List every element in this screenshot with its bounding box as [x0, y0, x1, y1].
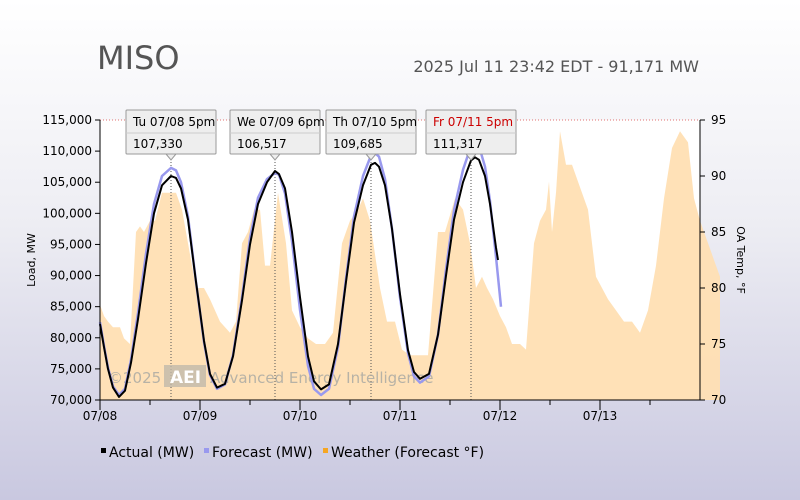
legend-swatch-weather	[323, 448, 328, 453]
x-tick-label: 07/13	[583, 409, 618, 423]
legend-swatch-actual	[101, 448, 106, 453]
actual-line	[99, 156, 499, 398]
y-tick-label: 80,000	[50, 331, 92, 345]
weather-series	[100, 131, 720, 400]
x-tick-label: 07/12	[483, 409, 518, 423]
y2-tick-label: 70	[711, 393, 726, 407]
y2-tick-label: 75	[711, 337, 726, 351]
peak-tooltips: Tu 07/08 5pm 107,330 We 07/09 6pm 106,517 Th…	[125, 109, 517, 161]
chart-title: MISO	[97, 39, 180, 77]
actual-series	[99, 156, 499, 398]
peak-tooltip: We 07/09 6pm 106,517	[229, 109, 325, 161]
legend-label-actual: Actual (MW)	[109, 445, 194, 461]
watermark-text: Advanced Energy Intelligence	[210, 369, 433, 387]
legend: Actual (MW) Forecast (MW) Weather (Forec…	[101, 445, 484, 461]
y-tick-label: 105,000	[42, 175, 92, 189]
tooltip-date: We 07/09 6pm	[237, 115, 325, 129]
y2-tick-label: 80	[711, 281, 726, 295]
peak-tooltip: Fr 07/11 5pm 111,317	[425, 109, 517, 161]
y-tick-label: 85,000	[50, 300, 92, 314]
x-ticks: 07/08 07/09 07/10 07/11 07/12 07/13	[83, 400, 651, 423]
tooltip-value: 111,317	[433, 137, 483, 151]
tooltip-date: Tu 07/08 5pm	[132, 115, 215, 129]
tooltip-value: 106,517	[237, 137, 287, 151]
y-tick-label: 110,000	[42, 144, 92, 158]
tooltip-pointer	[164, 153, 178, 161]
tooltip-value: 109,685	[333, 137, 383, 151]
y-tick-label: 100,000	[42, 206, 92, 220]
y-axis-label: Load, MW	[25, 233, 38, 287]
watermark-logo-box	[164, 365, 206, 387]
x-tick-label: 07/08	[83, 409, 118, 423]
y-ticks-right: 70 75 80 85 90 95	[700, 113, 726, 407]
tooltip-date: Th 07/10 5pm	[332, 115, 417, 129]
tooltip-pointer	[464, 153, 478, 161]
weather-area	[100, 131, 720, 400]
y2-tick-label: 85	[711, 225, 726, 239]
tooltip-value: 107,330	[133, 137, 183, 151]
chart-subtitle: 2025 Jul 11 23:42 EDT - 91,171 MW	[413, 57, 699, 76]
y2-tick-label: 90	[711, 169, 726, 183]
y-ticks-left: 70,000 75,000 80,000 85,000 90,000 95,000 100,…	[42, 113, 100, 407]
tooltip-pointer	[364, 153, 378, 161]
y-tick-label: 90,000	[50, 269, 92, 283]
y-tick-label: 70,000	[50, 393, 92, 407]
y-tick-label: 75,000	[50, 362, 92, 376]
peak-tooltip: Tu 07/08 5pm 107,330	[125, 109, 217, 161]
watermark-logo: AEI	[170, 368, 201, 388]
y2-tick-label: 95	[711, 113, 726, 127]
legend-label-forecast: Forecast (MW)	[212, 445, 313, 461]
y-tick-label: 95,000	[50, 237, 92, 251]
watermark: ©2025 AEI Advanced Energy Intelligence	[108, 365, 433, 388]
peak-tooltip: Th 07/10 5pm 109,685	[325, 109, 417, 161]
tooltip-date: Fr 07/11 5pm	[433, 115, 513, 129]
legend-label-weather: Weather (Forecast °F)	[331, 445, 484, 461]
y2-axis-label: OA Temp, °F	[734, 226, 747, 294]
tooltip-pointer	[268, 153, 282, 161]
watermark-prefix: ©2025	[108, 369, 161, 387]
x-tick-label: 07/11	[383, 409, 418, 423]
x-tick-label: 07/09	[183, 409, 218, 423]
x-tick-label: 07/10	[283, 409, 318, 423]
legend-swatch-forecast	[204, 448, 209, 453]
y-tick-label: 115,000	[42, 113, 92, 127]
